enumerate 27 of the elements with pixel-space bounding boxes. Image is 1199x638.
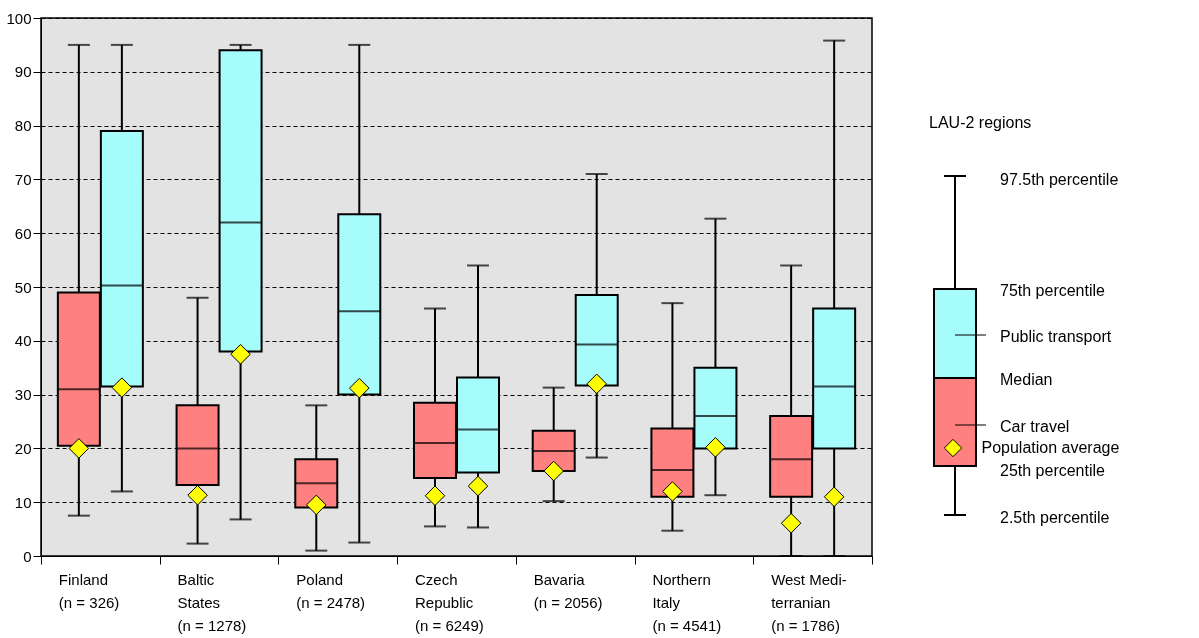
text: 97.5th percentile	[1000, 171, 1119, 188]
legend-label: Population average	[981, 439, 1120, 456]
y-tick-label: 20	[14, 439, 32, 457]
text: Median	[1000, 371, 1053, 388]
y-tick-label: 60	[14, 224, 32, 242]
y-tick-label: 100	[6, 9, 32, 27]
text: 75th percentile	[1000, 282, 1106, 299]
legend-label: Car travel	[1000, 418, 1070, 435]
y-tick-label: 10	[14, 493, 32, 511]
x-tick-label: Baltic States (n = 1278)	[177, 570, 247, 634]
x-tick-label: Northern Italy (n = 4541)	[652, 570, 722, 634]
y-tick-label: 50	[14, 278, 32, 296]
legend-label: Public transport	[1000, 328, 1112, 345]
text: 25th percentile	[1000, 462, 1106, 479]
y-tick-label: 30	[14, 386, 32, 404]
x-tick-label: West Medi- terranian (n = 1786)	[771, 570, 847, 634]
y-tick-label: 70	[14, 170, 32, 188]
legend-title: LAU-2 regions	[929, 114, 1032, 131]
text: 2.5th percentile	[1000, 509, 1110, 526]
x-tick-label: Finland (n = 326)	[58, 570, 120, 611]
y-tick-label: 0	[23, 547, 32, 565]
x-tick-label: Bavaria (n = 2056)	[533, 570, 603, 611]
x-tick-label: Poland (n = 2478)	[296, 570, 366, 611]
y-tick-label: 90	[14, 63, 32, 81]
x-tick-label: Czech Republic (n = 6249)	[415, 570, 484, 634]
y-tick-label: 80	[14, 117, 32, 135]
y-tick-label: 40	[14, 332, 32, 350]
